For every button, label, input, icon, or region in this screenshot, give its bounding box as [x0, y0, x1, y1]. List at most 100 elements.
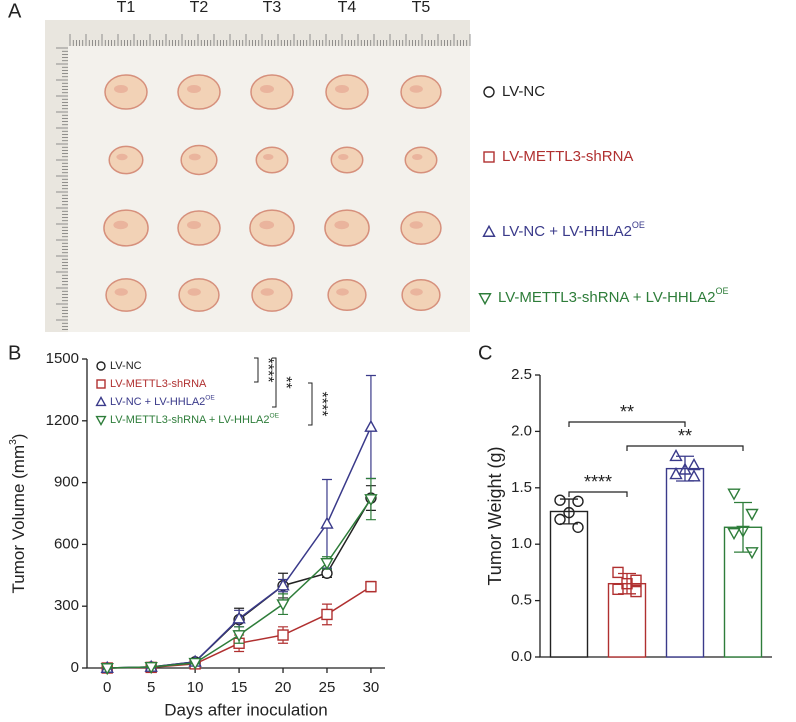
tumor [177, 74, 221, 110]
panel-label: B [8, 342, 21, 364]
label-text: LV-NC [110, 360, 142, 372]
tumor-spot [336, 288, 349, 296]
marker [320, 516, 334, 529]
label-text: LV-METTL3-shRNA [502, 148, 633, 165]
marker [727, 488, 741, 501]
tumor [324, 209, 370, 247]
x-tick-label: 15 [231, 679, 248, 696]
marker [483, 151, 495, 163]
y-tick-label: 1500 [46, 350, 79, 367]
tumor [249, 209, 295, 247]
label-superscript: 3 [8, 439, 19, 445]
column-label: T5 [412, 0, 431, 16]
marker [554, 494, 566, 506]
x-tick-label: 20 [275, 679, 292, 696]
tumor [255, 146, 289, 174]
label-text: LV-NC [502, 83, 545, 100]
column-label: T2 [190, 0, 209, 16]
x-tick-label: 30 [363, 679, 380, 696]
significance-bracket [308, 382, 313, 426]
tumor [105, 278, 147, 312]
marker [276, 599, 290, 612]
significance-label: **** [259, 358, 276, 383]
legend-label: LV-NC [110, 360, 142, 372]
marker [277, 629, 289, 641]
marker [320, 557, 334, 571]
marker [554, 513, 566, 526]
legend-label: LV-NC + LV-HHLA2OE [110, 394, 215, 408]
tumor-spot [335, 85, 349, 93]
y-axis-label: Tumor Weight (g) [485, 446, 505, 585]
marker [232, 630, 246, 643]
ruler-ticks [56, 34, 471, 330]
bar [549, 510, 589, 658]
marker [232, 611, 246, 624]
y-tick-label: 300 [54, 597, 79, 614]
legend-marker [96, 361, 106, 371]
legend-label: LV-METTL3-shRNA + LV-HHLA2OE [110, 412, 280, 426]
marker [669, 449, 683, 462]
marker [736, 525, 750, 538]
marker [572, 495, 584, 508]
marker [572, 521, 584, 533]
y-tick-label: 1.5 [511, 479, 532, 496]
label: LV-METTL3-shRNA + LV-HHLA2OE [498, 286, 728, 306]
panel-label: C [478, 342, 492, 364]
tumor [108, 145, 144, 175]
tumors [103, 74, 442, 312]
label-text: LV-NC + LV-HHLA2 [502, 223, 632, 240]
x-axis-label: Days after inoculation [164, 700, 327, 719]
marker [188, 657, 202, 671]
ruler-top [68, 20, 470, 46]
significance-label: **** [313, 392, 330, 417]
photo-background [45, 20, 470, 332]
column-label: T4 [338, 0, 357, 16]
photo [45, 20, 471, 332]
tumor [325, 74, 369, 110]
significance-bracket [568, 421, 686, 427]
tumor-spot [338, 154, 349, 160]
label: LV-NC + LV-HHLA2OE [502, 220, 645, 240]
tumor [251, 278, 293, 312]
marker [687, 469, 701, 482]
marker [364, 419, 378, 432]
tumor-spot [410, 288, 423, 296]
label-superscript: OE [632, 220, 645, 230]
marker [276, 578, 290, 591]
tumor-spot [188, 153, 201, 161]
x-tick-label: 25 [319, 679, 336, 696]
label: LV-NC [502, 83, 545, 100]
significance-bracket [626, 445, 744, 451]
tumor [250, 74, 294, 110]
legend-marker [96, 379, 106, 389]
label-text: ) [9, 434, 28, 440]
label-text: Tumor Volume (mm [9, 445, 28, 594]
significance-label: ** [277, 376, 294, 388]
legend-marker [95, 395, 107, 407]
tumor-spot [409, 221, 423, 229]
marker [612, 566, 624, 579]
tumor-spot [260, 288, 274, 296]
tumor-spot [259, 220, 275, 230]
tumor-spot [263, 154, 274, 160]
tumor-spot [409, 85, 423, 93]
significance-label: ** [678, 426, 692, 446]
tumor [177, 210, 221, 246]
significance-bracket [272, 357, 277, 408]
tumor [104, 74, 148, 110]
tumor-spot [114, 85, 128, 93]
marker [482, 224, 496, 237]
legend-marker [95, 415, 107, 427]
tumor [103, 209, 149, 247]
marker [100, 663, 114, 676]
tumor [400, 211, 442, 245]
tumor-spot [187, 288, 201, 296]
tumor-spot [187, 85, 201, 93]
label-superscript: OE [205, 394, 215, 401]
marker [478, 293, 492, 306]
marker [483, 86, 495, 98]
tumor [178, 278, 220, 312]
marker [630, 574, 642, 586]
legend-label: LV-METTL3-shRNA [110, 378, 207, 390]
